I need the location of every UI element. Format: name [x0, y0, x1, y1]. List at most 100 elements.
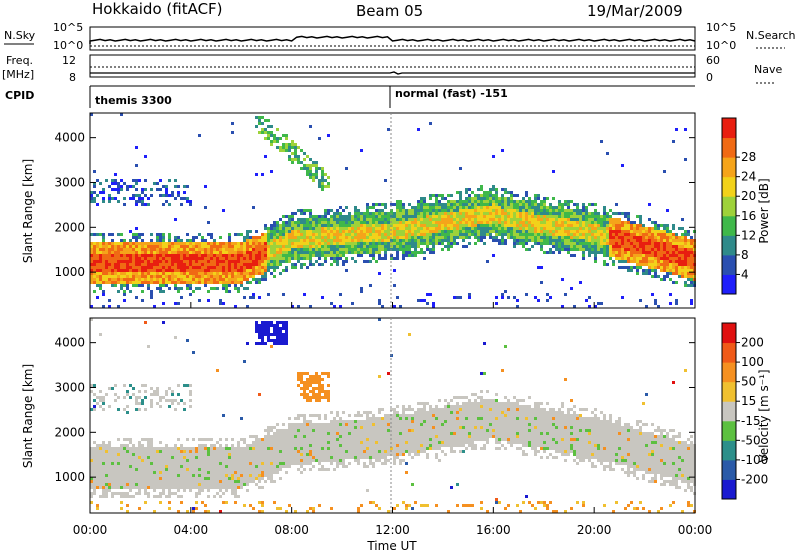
power-cell	[282, 293, 285, 296]
power-cell	[366, 209, 369, 212]
power-cell	[582, 257, 585, 260]
power-cell	[369, 248, 372, 251]
power-cell	[144, 281, 147, 284]
power-cell	[276, 224, 279, 227]
power-cell	[315, 164, 318, 167]
power-cell	[216, 266, 219, 269]
power-cell	[222, 284, 225, 287]
power-cell	[237, 269, 240, 272]
power-cell	[303, 239, 306, 242]
power-cell	[531, 212, 534, 215]
power-cell	[537, 242, 540, 245]
power-cell	[171, 263, 174, 266]
velocity-cell	[258, 450, 261, 453]
power-cell	[396, 245, 399, 248]
power-cell	[561, 227, 564, 230]
power-cell	[438, 194, 441, 197]
power-cell	[387, 224, 390, 227]
velocity-cell	[183, 468, 186, 471]
power-cell	[351, 257, 354, 260]
power-cell	[210, 281, 213, 284]
power-cell	[381, 248, 384, 251]
velocity-cell	[111, 495, 114, 498]
power-cell	[690, 263, 693, 266]
power-cell	[399, 221, 402, 224]
velocity-cell	[222, 477, 225, 480]
power-cell	[240, 281, 243, 284]
power-cell	[312, 161, 315, 164]
power-cell	[378, 215, 381, 218]
power-cell	[165, 269, 168, 272]
velocity-cell	[267, 336, 270, 339]
velocity-cell	[273, 447, 276, 450]
power-cell	[618, 266, 621, 269]
power-cell	[252, 278, 255, 281]
power-cell	[417, 221, 420, 224]
power-cell	[507, 227, 510, 230]
power-cell	[624, 230, 627, 233]
velocity-cell	[186, 456, 189, 459]
velocity-cell	[270, 480, 273, 483]
power-cell	[213, 251, 216, 254]
power-cell	[147, 269, 150, 272]
velocity-cell	[207, 456, 210, 459]
power-cell	[135, 278, 138, 281]
velocity-cell	[105, 492, 108, 495]
power-cell	[603, 215, 606, 218]
power-cell	[345, 257, 348, 260]
velocity-cell	[201, 465, 204, 468]
power-cell	[675, 263, 678, 266]
velocity-cell	[243, 459, 246, 462]
power-cell	[597, 212, 600, 215]
power-cell	[573, 212, 576, 215]
power-cell	[183, 191, 186, 194]
power-cell	[549, 203, 552, 206]
power-cell	[318, 221, 321, 224]
power-cell	[279, 137, 282, 140]
power-cell	[201, 242, 204, 245]
power-cell	[315, 233, 318, 236]
velocity-cell	[186, 480, 189, 483]
power-cell	[354, 209, 357, 212]
power-cell	[282, 227, 285, 230]
velocity-cell	[150, 453, 153, 456]
power-cell	[273, 257, 276, 260]
velocity-cell	[132, 387, 135, 390]
power-cell	[174, 281, 177, 284]
power-cell	[120, 239, 123, 242]
power-cell	[189, 245, 192, 248]
velocity-cell	[102, 492, 105, 495]
power-cell	[204, 242, 207, 245]
power-cell	[525, 293, 528, 296]
velocity-cell	[228, 450, 231, 453]
power-cell	[648, 242, 651, 245]
velocity-cell	[201, 447, 204, 450]
power-cell	[357, 221, 360, 224]
power-cell	[168, 179, 171, 182]
power-cell	[201, 272, 204, 275]
velocity-cell	[258, 336, 261, 339]
power-cell	[516, 218, 519, 221]
power-cell	[123, 251, 126, 254]
power-cell	[411, 236, 414, 239]
power-cell	[645, 257, 648, 260]
power-cell	[609, 227, 612, 230]
power-cell	[447, 230, 450, 233]
power-cell	[387, 239, 390, 242]
power-cell	[621, 248, 624, 251]
power-cell	[555, 239, 558, 242]
power-cell	[228, 263, 231, 266]
power-cell	[117, 260, 120, 263]
power-cell	[483, 212, 486, 215]
power-cell	[108, 254, 111, 257]
power-cell	[114, 266, 117, 269]
power-cell	[264, 131, 267, 134]
power-cell	[423, 227, 426, 230]
power-cell	[513, 224, 516, 227]
power-cell	[675, 233, 678, 236]
power-cell	[684, 275, 687, 278]
power-cell	[162, 302, 165, 305]
power-cell	[342, 230, 345, 233]
power-cell	[579, 236, 582, 239]
velocity-cell	[159, 453, 162, 456]
